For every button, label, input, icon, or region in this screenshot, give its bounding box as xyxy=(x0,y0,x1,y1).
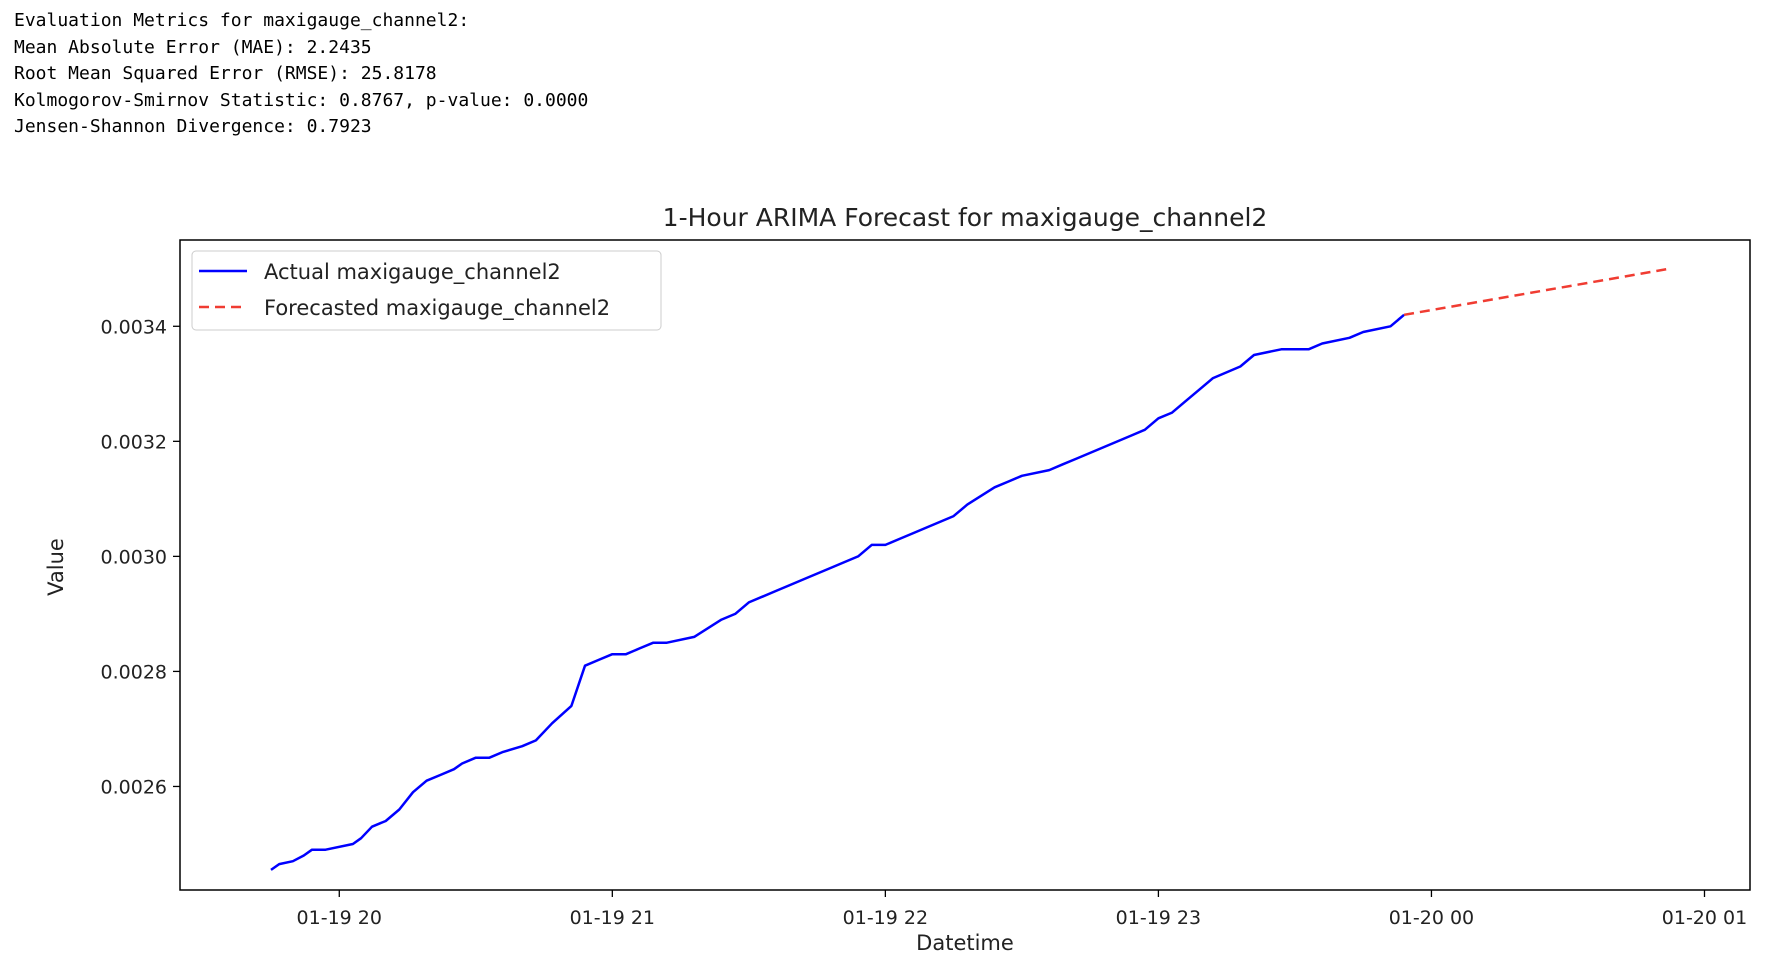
metrics-heading: Evaluation Metrics for maxigauge_channel… xyxy=(14,10,470,31)
chart-title: 1-Hour ARIMA Forecast for maxigauge_chan… xyxy=(663,203,1268,232)
x-axis: 01-19 20 01-19 21 01-19 22 01-19 23 01-20 00… xyxy=(297,890,1747,929)
actual-series-line xyxy=(270,313,1405,871)
metric-rmse: Root Mean Squared Error (RMSE): 25.8178 xyxy=(14,63,437,84)
forecast-series-line xyxy=(1403,267,1670,317)
x-tick-label: 01-20 01 xyxy=(1662,907,1747,929)
y-axis-label: Value xyxy=(44,538,68,596)
x-tick-label: 01-20 00 xyxy=(1389,907,1474,929)
x-tick-label: 01-19 21 xyxy=(570,907,655,929)
evaluation-metrics: Evaluation Metrics for maxigauge_channel… xyxy=(14,8,588,141)
x-tick-label: 01-19 22 xyxy=(843,907,928,929)
legend-label-forecast: Forecasted maxigauge_channel2 xyxy=(264,296,610,321)
legend-box xyxy=(191,250,662,331)
x-axis-label: Datetime xyxy=(916,931,1014,955)
y-axis: 0.0026 0.0028 0.0030 0.0032 0.0034 xyxy=(101,316,180,798)
y-tick-label: 0.0028 xyxy=(101,661,167,683)
y-tick-label: 0.0030 xyxy=(101,546,167,568)
x-tick-label: 01-19 23 xyxy=(1116,907,1201,929)
plot-lines xyxy=(270,267,1670,871)
metric-ks: Kolmogorov-Smirnov Statistic: 0.8767, p-… xyxy=(14,89,589,111)
legend-label-actual: Actual maxigauge_channel2 xyxy=(264,260,561,285)
x-tick-label: 01-19 20 xyxy=(297,907,382,929)
plot-frame xyxy=(179,239,1751,891)
metric-mae: Mean Absolute Error (MAE): 2.2435 xyxy=(14,36,372,58)
legend: Actual maxigauge_channel2 Forecasted max… xyxy=(191,250,662,331)
y-tick-label: 0.0026 xyxy=(101,776,167,798)
y-tick-label: 0.0032 xyxy=(101,431,167,453)
metric-js: Jensen-Shannon Divergence: 0.7923 xyxy=(14,116,372,137)
y-tick-label: 0.0034 xyxy=(101,316,167,338)
